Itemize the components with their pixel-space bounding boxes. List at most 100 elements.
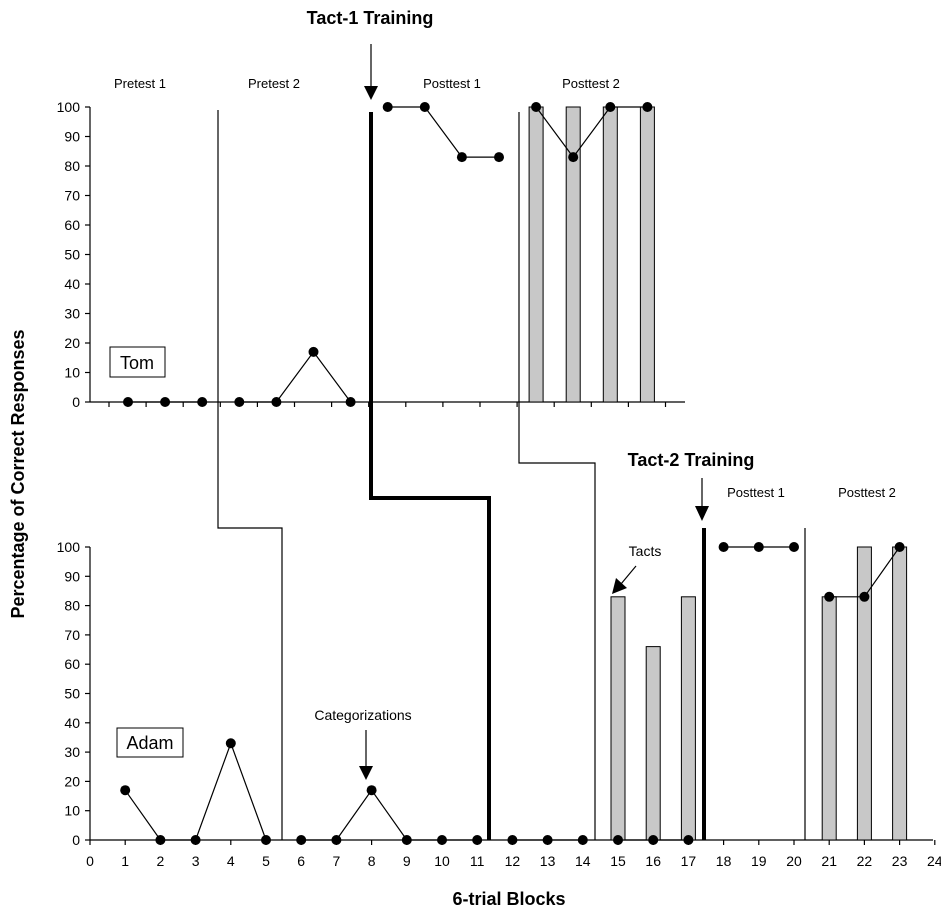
phase-line-3 — [518, 112, 596, 840]
tact2-arrow-icon — [695, 478, 709, 521]
adam-categorization-point — [261, 835, 271, 845]
adam-categorization-point — [613, 835, 623, 845]
tom-categorization-point — [456, 152, 467, 163]
adam-categorization-point — [366, 785, 377, 796]
tom-categorization-line — [239, 350, 352, 403]
categorizations-annotation: Categorizations — [314, 707, 411, 723]
tom-y-tick-label: 30 — [64, 306, 80, 322]
adam-y-tick-label: 90 — [64, 568, 80, 584]
adam-categorization-line — [124, 741, 267, 841]
tom-panel: 0 10 20 30 40 50 60 70 80 90 100 Pretest 1 Pretest… — [57, 76, 685, 410]
tom-y-tick-label: 40 — [64, 276, 80, 292]
adam-x-tick-label: 18 — [716, 853, 732, 869]
tom-categorization-point — [197, 397, 208, 407]
adam-tact-bar — [645, 646, 661, 841]
phase-line-1 — [217, 110, 283, 840]
tom-phase-pretest-2: Pretest 2 — [248, 76, 300, 91]
adam-categorization-point — [120, 785, 131, 796]
adam-x-tick-label: 17 — [681, 853, 697, 869]
adam-y-tick-label: 50 — [64, 686, 80, 702]
tom-tact-bar — [565, 106, 581, 403]
tom-categorization-point — [345, 397, 356, 407]
tom-y-tick-label: 10 — [64, 365, 80, 381]
tom-categorization-point — [568, 152, 579, 163]
tom-categorization-point — [382, 102, 393, 112]
adam-x-tick-label: 24 — [927, 853, 941, 869]
adam-x-tick-label: 8 — [368, 853, 376, 869]
adam-x-tick-label: 3 — [192, 853, 200, 869]
adam-x-tick-label: 9 — [403, 853, 411, 869]
tom-categorization-point — [605, 102, 616, 112]
phase-change-lines — [217, 110, 806, 840]
adam-categorization-point — [894, 542, 905, 552]
adam-x-tick-label: 20 — [786, 853, 802, 869]
tom-y-tick-label: 100 — [57, 99, 81, 115]
tom-categorization-line — [387, 106, 499, 158]
tom-tact-bar — [602, 106, 618, 403]
adam-tact-bar — [856, 546, 872, 841]
tom-phase-pretest-1: Pretest 1 — [114, 76, 166, 91]
adam-y-tick-label: 30 — [64, 744, 80, 760]
tom-categorization-point — [642, 102, 653, 112]
adam-y-tick-label: 100 — [57, 539, 81, 555]
adam-y-tick-label: 0 — [72, 832, 80, 848]
adam-x-tick-label: 10 — [434, 853, 450, 869]
adam-categorization-point — [437, 835, 447, 845]
adam-x-tick-label: 0 — [86, 853, 94, 869]
tom-categorization-point — [531, 102, 542, 112]
adam-y-tick-label: 80 — [64, 598, 80, 614]
adam-y-tick-label: 60 — [64, 656, 80, 672]
adam-x-tick-label: 7 — [333, 853, 341, 869]
adam-tact-bar — [892, 546, 908, 841]
adam-categorization-point — [542, 835, 553, 845]
categorizations-arrow-icon — [359, 730, 373, 780]
adam-categorization-point — [401, 835, 412, 845]
adam-x-tick-label: 5 — [262, 853, 270, 869]
adam-categorization-point — [789, 542, 799, 552]
tom-categorization-point — [419, 102, 430, 112]
adam-categorization-point — [648, 835, 659, 845]
adam-phase-posttest-1: Posttest 1 — [727, 485, 785, 500]
adam-x-tick-label: 12 — [505, 853, 521, 869]
adam-x-tick-label: 19 — [751, 853, 767, 869]
adam-categorization-point — [296, 835, 307, 845]
adam-y-tick-label: 10 — [64, 803, 80, 819]
tact1-arrow-icon — [364, 44, 378, 100]
adam-x-tick-label: 15 — [610, 853, 626, 869]
tact1-training-label: Tact-1 Training — [307, 8, 434, 28]
adam-categorization-point — [155, 835, 166, 845]
tom-y-tick-label: 50 — [64, 247, 80, 263]
tom-phase-posttest-2: Posttest 2 — [562, 76, 620, 91]
adam-label-box — [116, 727, 184, 758]
adam-y-tick-label: 70 — [64, 627, 80, 643]
adam-x-tick-label: 4 — [227, 853, 235, 869]
adam-categorization-point — [753, 542, 764, 552]
adam-x-tick-label: 21 — [821, 853, 837, 869]
adam-phase-posttest-2: Posttest 2 — [838, 485, 896, 500]
tom-label-box — [109, 346, 166, 378]
tom-y-tick-label: 0 — [72, 394, 80, 410]
tacts-annotation: Tacts — [629, 543, 662, 559]
tom-categorization-point — [308, 346, 319, 357]
adam-x-tick-label: 16 — [645, 853, 661, 869]
adam-categorization-point — [577, 835, 588, 845]
adam-x-tick-label: 11 — [470, 853, 485, 869]
adam-x-tick-label: 2 — [157, 853, 165, 869]
adam-label: Adam — [126, 733, 173, 753]
adam-x-tick-label: 23 — [892, 853, 908, 869]
adam-categorization-point — [472, 835, 483, 845]
adam-x-tick-label: 13 — [540, 853, 556, 869]
tom-y-tick-label: 80 — [64, 158, 80, 174]
tom-categorization-point — [271, 397, 282, 407]
tom-categorization-point — [234, 397, 245, 407]
adam-tact-bar — [610, 596, 626, 841]
tom-y-tick-label: 20 — [64, 335, 80, 351]
tom-y-tick-label: 60 — [64, 217, 80, 233]
adam-categorization-point — [331, 835, 342, 845]
y-axis-title: Percentage of Correct Responses — [8, 329, 28, 618]
adam-x-tick-label: 14 — [575, 853, 591, 869]
adam-categorization-point — [507, 835, 518, 845]
adam-tact-bar — [821, 596, 837, 841]
